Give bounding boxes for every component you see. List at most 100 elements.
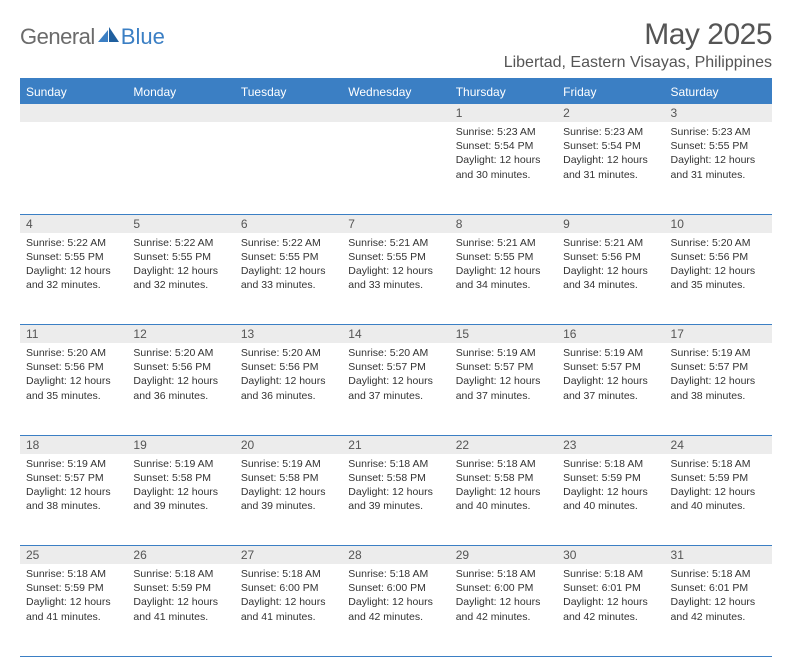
day-details: Sunrise: 5:19 AMSunset: 5:57 PMDaylight:… [450, 343, 557, 405]
sunrise-text: Sunrise: 5:20 AM [348, 346, 443, 360]
sunset-text: Sunset: 5:59 PM [26, 581, 121, 595]
sunset-text: Sunset: 6:01 PM [671, 581, 766, 595]
day-details: Sunrise: 5:18 AMSunset: 6:00 PMDaylight:… [450, 564, 557, 626]
day-details: Sunrise: 5:20 AMSunset: 5:57 PMDaylight:… [342, 343, 449, 405]
day-cell [127, 122, 234, 214]
day-details: Sunrise: 5:18 AMSunset: 5:59 PMDaylight:… [20, 564, 127, 626]
day-details: Sunrise: 5:21 AMSunset: 5:55 PMDaylight:… [450, 233, 557, 295]
sunset-text: Sunset: 5:59 PM [133, 581, 228, 595]
day-number: 12 [127, 325, 234, 344]
day-cell: Sunrise: 5:18 AMSunset: 5:58 PMDaylight:… [342, 454, 449, 546]
sunrise-text: Sunrise: 5:18 AM [348, 457, 443, 471]
daylight-text: Daylight: 12 hours [563, 485, 658, 499]
day-cell: Sunrise: 5:18 AMSunset: 5:59 PMDaylight:… [127, 564, 234, 656]
day-details: Sunrise: 5:20 AMSunset: 5:56 PMDaylight:… [665, 233, 772, 295]
day-details: Sunrise: 5:18 AMSunset: 6:00 PMDaylight:… [342, 564, 449, 626]
sunset-text: Sunset: 5:55 PM [26, 250, 121, 264]
day-cell: Sunrise: 5:19 AMSunset: 5:57 PMDaylight:… [557, 343, 664, 435]
sunrise-text: Sunrise: 5:19 AM [671, 346, 766, 360]
day-number: 10 [665, 214, 772, 233]
day-details: Sunrise: 5:18 AMSunset: 5:59 PMDaylight:… [557, 454, 664, 516]
sunrise-text: Sunrise: 5:18 AM [671, 457, 766, 471]
day-number: 21 [342, 435, 449, 454]
day-cell: Sunrise: 5:20 AMSunset: 5:56 PMDaylight:… [20, 343, 127, 435]
week-row: Sunrise: 5:22 AMSunset: 5:55 PMDaylight:… [20, 233, 772, 325]
daylight-text: and 36 minutes. [241, 389, 336, 403]
sunset-text: Sunset: 5:55 PM [241, 250, 336, 264]
day-details: Sunrise: 5:21 AMSunset: 5:56 PMDaylight:… [557, 233, 664, 295]
week-row: Sunrise: 5:23 AMSunset: 5:54 PMDaylight:… [20, 122, 772, 214]
day-details: Sunrise: 5:20 AMSunset: 5:56 PMDaylight:… [235, 343, 342, 405]
day-cell: Sunrise: 5:18 AMSunset: 5:59 PMDaylight:… [20, 564, 127, 656]
day-details: Sunrise: 5:19 AMSunset: 5:57 PMDaylight:… [665, 343, 772, 405]
brand-sail-icon [98, 27, 120, 48]
sunset-text: Sunset: 5:57 PM [348, 360, 443, 374]
daylight-text: Daylight: 12 hours [133, 374, 228, 388]
daylight-text: Daylight: 12 hours [241, 485, 336, 499]
day-number: 7 [342, 214, 449, 233]
sunrise-text: Sunrise: 5:19 AM [563, 346, 658, 360]
brand-general: General [20, 24, 95, 50]
day-number: 11 [20, 325, 127, 344]
daylight-text: and 35 minutes. [671, 278, 766, 292]
day-number: 8 [450, 214, 557, 233]
sunrise-text: Sunrise: 5:19 AM [133, 457, 228, 471]
daylight-text: and 34 minutes. [563, 278, 658, 292]
day-cell: Sunrise: 5:20 AMSunset: 5:56 PMDaylight:… [127, 343, 234, 435]
day-details: Sunrise: 5:20 AMSunset: 5:56 PMDaylight:… [20, 343, 127, 405]
day-number: 30 [557, 546, 664, 565]
daylight-text: and 40 minutes. [671, 499, 766, 513]
day-cell: Sunrise: 5:21 AMSunset: 5:56 PMDaylight:… [557, 233, 664, 325]
sunrise-text: Sunrise: 5:22 AM [26, 236, 121, 250]
sunset-text: Sunset: 5:57 PM [456, 360, 551, 374]
daylight-text: and 39 minutes. [133, 499, 228, 513]
weekday-header: Sunday [20, 79, 127, 104]
daylight-text: and 39 minutes. [348, 499, 443, 513]
sunrise-text: Sunrise: 5:23 AM [671, 125, 766, 139]
day-cell: Sunrise: 5:20 AMSunset: 5:56 PMDaylight:… [665, 233, 772, 325]
daylight-text: Daylight: 12 hours [563, 374, 658, 388]
weekday-header: Monday [127, 79, 234, 104]
brand-blue: Blue [121, 24, 165, 50]
day-number: 5 [127, 214, 234, 233]
day-number: 4 [20, 214, 127, 233]
sunset-text: Sunset: 5:57 PM [671, 360, 766, 374]
daylight-text: and 32 minutes. [133, 278, 228, 292]
daylight-text: Daylight: 12 hours [133, 485, 228, 499]
sunrise-text: Sunrise: 5:20 AM [26, 346, 121, 360]
day-number: 13 [235, 325, 342, 344]
daylight-text: and 33 minutes. [348, 278, 443, 292]
sunset-text: Sunset: 5:55 PM [348, 250, 443, 264]
day-cell: Sunrise: 5:23 AMSunset: 5:54 PMDaylight:… [450, 122, 557, 214]
day-number: 26 [127, 546, 234, 565]
day-details: Sunrise: 5:19 AMSunset: 5:57 PMDaylight:… [557, 343, 664, 405]
day-number: 19 [127, 435, 234, 454]
sunset-text: Sunset: 5:56 PM [563, 250, 658, 264]
sunset-text: Sunset: 6:00 PM [348, 581, 443, 595]
day-cell: Sunrise: 5:23 AMSunset: 5:54 PMDaylight:… [557, 122, 664, 214]
daynum-row: 123 [20, 104, 772, 122]
day-cell: Sunrise: 5:23 AMSunset: 5:55 PMDaylight:… [665, 122, 772, 214]
daylight-text: Daylight: 12 hours [26, 374, 121, 388]
title-block: May 2025 Libertad, Eastern Visayas, Phil… [504, 18, 772, 72]
day-details: Sunrise: 5:20 AMSunset: 5:56 PMDaylight:… [127, 343, 234, 405]
day-details: Sunrise: 5:18 AMSunset: 5:59 PMDaylight:… [665, 454, 772, 516]
day-number [235, 104, 342, 122]
sunrise-text: Sunrise: 5:22 AM [241, 236, 336, 250]
sunrise-text: Sunrise: 5:21 AM [456, 236, 551, 250]
daylight-text: Daylight: 12 hours [133, 264, 228, 278]
day-number: 28 [342, 546, 449, 565]
sunrise-text: Sunrise: 5:20 AM [671, 236, 766, 250]
daylight-text: and 32 minutes. [26, 278, 121, 292]
daynum-row: 45678910 [20, 214, 772, 233]
daynum-row: 25262728293031 [20, 546, 772, 565]
day-cell: Sunrise: 5:18 AMSunset: 6:01 PMDaylight:… [665, 564, 772, 656]
sunrise-text: Sunrise: 5:21 AM [563, 236, 658, 250]
day-cell: Sunrise: 5:19 AMSunset: 5:58 PMDaylight:… [127, 454, 234, 546]
sunset-text: Sunset: 5:54 PM [563, 139, 658, 153]
day-cell: Sunrise: 5:18 AMSunset: 5:58 PMDaylight:… [450, 454, 557, 546]
sunset-text: Sunset: 5:59 PM [563, 471, 658, 485]
daynum-row: 11121314151617 [20, 325, 772, 344]
sunrise-text: Sunrise: 5:22 AM [133, 236, 228, 250]
sunset-text: Sunset: 5:57 PM [26, 471, 121, 485]
